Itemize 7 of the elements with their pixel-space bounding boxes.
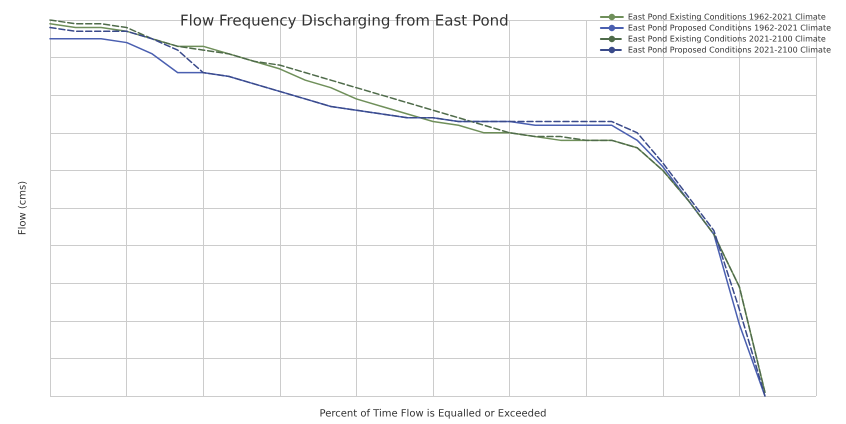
x-axis-title: Percent of Time Flow is Equalled or Exceeded [320,408,546,420]
legend-label: East Pond Proposed Conditions 2021-2100 Climate [628,46,832,54]
y-axis-title: Flow (cms) [18,180,28,236]
chart-title: Flow Frequency Discharging from East Pond [180,12,509,30]
legend-label: East Pond Existing Conditions 1962-2021 Climate [628,12,826,22]
legend-label: East Pond Existing Conditions 2021-2100 Climate [628,34,826,44]
legend-label: East Pond Proposed Conditions 1962-2021 Climate [628,24,832,32]
